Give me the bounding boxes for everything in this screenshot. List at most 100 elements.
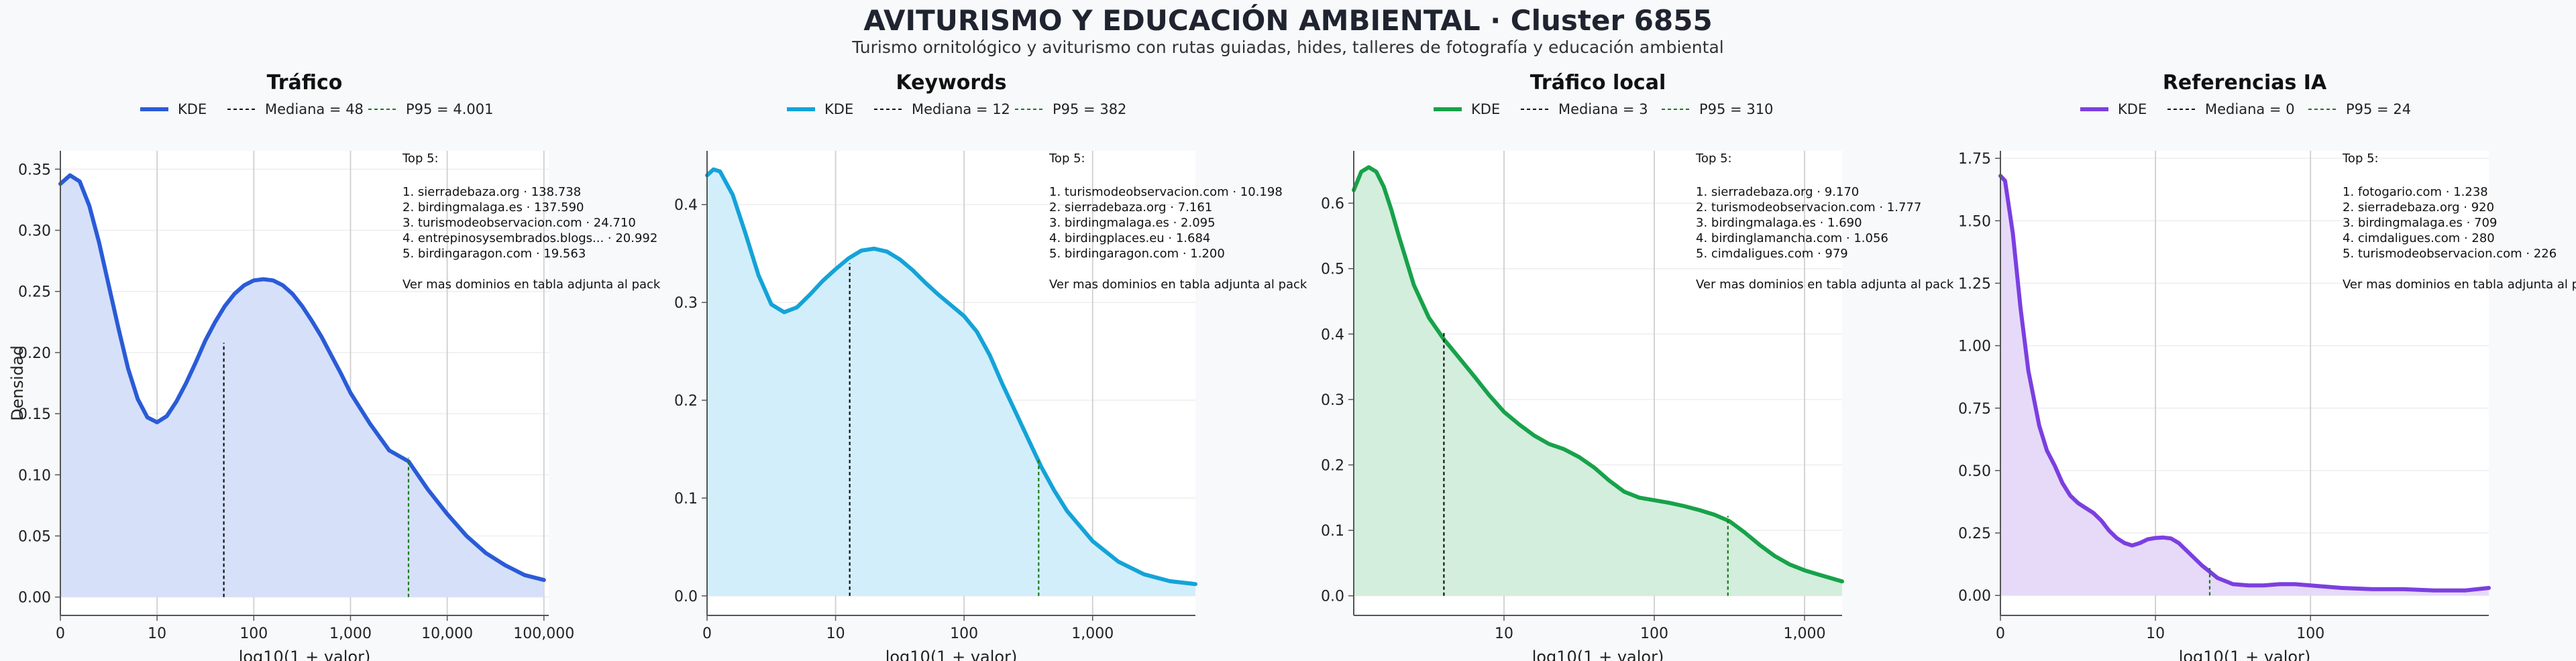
y-tick-label: 0.25 [1958, 526, 1991, 542]
top5-item: 2. birdingmalaga.es · 137.590 [402, 200, 584, 215]
x-tick-label: 0 [1996, 625, 2005, 642]
chart-panel-1: 0.00 0.05 0.10 0.15 0.20 0.25 0.30 0.35 0 10 100 1,… [8, 71, 661, 661]
x-axis-label: log10(1 + valor) [1532, 648, 1664, 661]
y-tick-label: 0.00 [1958, 588, 1991, 605]
y-tick-label: 0.35 [18, 162, 51, 178]
y-tick-label: 0.4 [674, 197, 698, 214]
legend-kde-label: KDE [2118, 101, 2147, 117]
top5-header: Top 5: [2342, 152, 2379, 166]
y-tick-label: 0.0 [1321, 589, 1344, 605]
chart-panel-4: 0.00 0.25 0.50 0.75 1.00 1.25 1.50 1.75 0 10 100 lo… [1958, 71, 2576, 661]
top5-header: Top 5: [402, 152, 439, 166]
legend-median-label: Mediana = 3 [1558, 101, 1648, 117]
legend-kde-label: KDE [1471, 101, 1500, 117]
top5-item: 3. birdingmalaga.es · 1.690 [1696, 216, 1862, 230]
top5-item: 5. birdingaragon.com · 1.200 [1049, 247, 1225, 261]
legend-kde-label: KDE [178, 101, 207, 117]
y-tick-label: 0.5 [1321, 261, 1344, 278]
top5-footer-note: Ver mas dominios en tabla adjunta al pac… [2343, 278, 2576, 292]
y-tick-label: 0.3 [1321, 392, 1344, 409]
top5-item: 3. birdingmalaga.es · 2.095 [1049, 216, 1216, 230]
y-tick-label: 1.75 [1958, 151, 1991, 168]
top5-item: 2. sierradebaza.org · 920 [2343, 200, 2494, 215]
chart-title: Referencias IA [2163, 71, 2327, 95]
x-tick-label: 100 [2296, 625, 2324, 642]
legend-median-label: Mediana = 0 [2205, 101, 2295, 117]
y-tick-label: 0.75 [1958, 401, 1991, 418]
y-tick-label: 0.2 [674, 393, 698, 410]
chart-panel-2: 0.0 0.1 0.2 0.3 0.4 0 10 100 1,000 log10(1 + valo… [674, 71, 1307, 661]
y-tick-label: 0.1 [1321, 523, 1344, 540]
y-tick-label: 0.3 [674, 295, 698, 312]
top5-item: 2. sierradebaza.org · 7.161 [1049, 200, 1212, 215]
y-tick-label: 0.00 [18, 590, 51, 607]
x-tick-label: 100,000 [513, 625, 574, 642]
x-tick-label: 10 [148, 625, 166, 642]
kde-area [60, 175, 544, 597]
kde-line [58, 173, 546, 583]
y-tick-label: 0.05 [18, 528, 51, 545]
chart-panel-3: 0.0 0.1 0.2 0.3 0.4 0.5 0.6 10 100 1,000 log10(1 +… [1321, 71, 1954, 661]
y-tick-label: 0.25 [18, 284, 51, 301]
top5-item: 4. cimdaligues.com · 280 [2343, 231, 2495, 245]
x-tick-label: 10 [2146, 625, 2165, 642]
x-axis-label: log10(1 + valor) [239, 648, 371, 661]
top5-header: Top 5: [1695, 152, 1732, 166]
y-tick-label: 0.1 [674, 491, 698, 507]
kde-line [705, 167, 1197, 587]
top5-footer-note: Ver mas dominios en tabla adjunta al pac… [402, 278, 661, 292]
page-subtitle: Turismo ornitológico y aviturismo con ru… [852, 38, 1724, 57]
top5-item: 1. sierradebaza.org · 9.170 [1696, 185, 1859, 199]
y-tick-label: 0.0 [674, 589, 698, 605]
y-tick-label: 0.10 [18, 467, 51, 484]
y-tick-label: 0.30 [18, 223, 51, 240]
top5-item: 4. birdinglamancha.com · 1.056 [1696, 231, 1888, 245]
legend-p95-label: P95 = 4.001 [406, 101, 493, 117]
legend-kde-label: KDE [824, 101, 853, 117]
chart-title: Tráfico local [1530, 71, 1666, 95]
x-axis-label: log10(1 + valor) [885, 648, 1018, 661]
top5-item: 2. turismodeobservacion.com · 1.777 [1696, 200, 1921, 215]
x-tick-label: 0 [702, 625, 712, 642]
page-title: AVITURISMO Y EDUCACIÓN AMBIENTAL · Clust… [863, 4, 1713, 37]
x-tick-label: 10 [1495, 625, 1513, 642]
x-tick-label: 1,000 [1071, 625, 1114, 642]
legend-p95-label: P95 = 24 [2346, 101, 2411, 117]
x-axis-label: log10(1 + valor) [2179, 648, 2311, 661]
top5-item: 5. birdingaragon.com · 19.563 [402, 247, 586, 261]
top5-item: 4. birdingplaces.eu · 1.684 [1049, 231, 1210, 245]
y-tick-label: 0.4 [1321, 326, 1344, 343]
y-tick-label: 0.15 [18, 406, 51, 423]
legend-p95-label: P95 = 382 [1053, 101, 1126, 117]
legend-median-label: Mediana = 48 [265, 101, 364, 117]
y-tick-label: 0.50 [1958, 463, 1991, 480]
top5-item: 5. cimdaligues.com · 979 [1696, 247, 1848, 261]
x-tick-label: 1,000 [329, 625, 372, 642]
top5-item: 3. turismodeobservacion.com · 24.710 [402, 216, 636, 230]
y-tick-label: 1.00 [1958, 339, 1991, 355]
top5-item: 1. fotogario.com · 1.238 [2343, 185, 2488, 199]
kde-line [1998, 174, 2491, 593]
top5-header: Top 5: [1049, 152, 1085, 166]
y-tick-label: 0.6 [1321, 196, 1344, 213]
y-tick-label: 1.25 [1958, 276, 1991, 292]
x-tick-label: 10 [826, 625, 845, 642]
chart-title: Tráfico [267, 71, 343, 95]
y-axis-label: Densidad [8, 345, 27, 421]
x-tick-label: 100 [950, 625, 978, 642]
y-tick-label: 0.2 [1321, 458, 1344, 475]
legend-median-label: Mediana = 12 [912, 101, 1010, 117]
chart-title: Keywords [896, 71, 1006, 95]
x-tick-label: 1,000 [1784, 625, 1826, 642]
kde-area [2000, 176, 2489, 596]
kde-area [1354, 167, 1842, 596]
kde-line [1352, 165, 1844, 584]
top5-footer-note: Ver mas dominios en tabla adjunta al pac… [1696, 278, 1954, 292]
top5-item: 3. birdingmalaga.es · 709 [2343, 216, 2497, 230]
x-tick-label: 0 [56, 625, 65, 642]
top5-item: 5. turismodeobservacion.com · 226 [2343, 247, 2557, 261]
x-tick-label: 10,000 [421, 625, 473, 642]
top5-item: 1. sierradebaza.org · 138.738 [402, 185, 581, 199]
top5-footer-note: Ver mas dominios en tabla adjunta al pac… [1049, 278, 1307, 292]
